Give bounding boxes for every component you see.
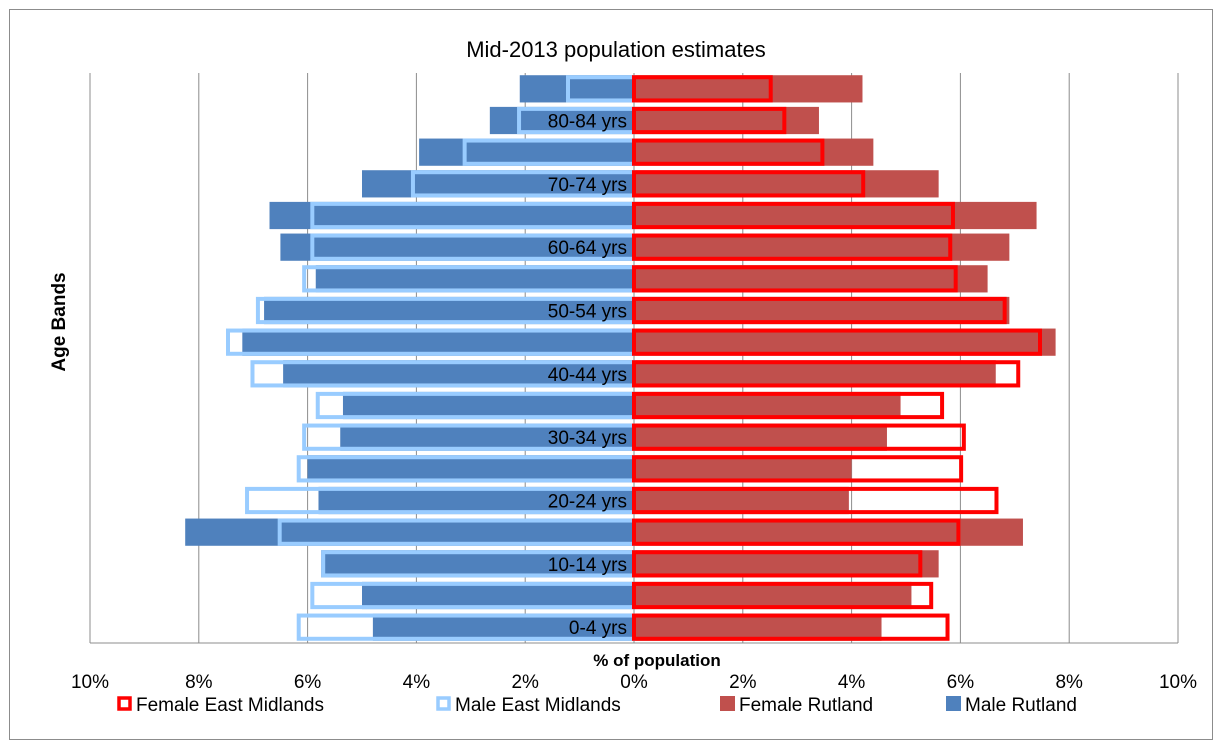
bar-left-filled bbox=[315, 265, 634, 293]
bar-left-filled bbox=[489, 106, 634, 135]
category-label: 60-64 yrs bbox=[548, 238, 627, 259]
bar-right-filled bbox=[634, 518, 1023, 546]
bar-right-filled bbox=[634, 106, 819, 135]
bar-left-filled bbox=[519, 75, 634, 103]
bar-left-filled bbox=[342, 391, 634, 420]
legend-swatch bbox=[117, 696, 132, 711]
category-label: 40-44 yrs bbox=[548, 365, 627, 386]
bar-right-outline bbox=[632, 170, 866, 198]
bar-left-filled bbox=[340, 423, 634, 451]
x-tick-label: 6% bbox=[294, 672, 322, 693]
bar-right-outline bbox=[632, 265, 958, 293]
x-tick-label: 8% bbox=[1055, 672, 1083, 693]
bar-left-filled bbox=[307, 455, 634, 483]
bar-right-outline bbox=[632, 613, 950, 641]
legend-label: Female Rutland bbox=[739, 695, 873, 716]
bar-right-outline bbox=[632, 518, 961, 546]
bar-right-outline bbox=[632, 455, 964, 483]
category-label: 30-34 yrs bbox=[548, 428, 627, 449]
bar-right-outline bbox=[632, 138, 825, 166]
legend-swatch bbox=[946, 696, 961, 711]
bar-right-filled bbox=[634, 455, 852, 483]
category-label: 50-54 yrs bbox=[548, 302, 627, 323]
bar-right-outline bbox=[632, 106, 787, 135]
bar-right-outline bbox=[632, 233, 953, 261]
x-tick-label: 4% bbox=[403, 672, 431, 693]
legend-swatch bbox=[720, 696, 735, 711]
bar-right-filled bbox=[634, 328, 1056, 356]
x-tick-label: 0% bbox=[620, 672, 648, 693]
chart-title: Mid-2013 population estimates bbox=[466, 37, 766, 62]
bar-right-filled bbox=[634, 233, 1010, 261]
legend-label: Male Rutland bbox=[965, 695, 1077, 716]
bar-right-outline bbox=[632, 75, 773, 103]
legend-swatch bbox=[436, 696, 451, 711]
bar-left-filled bbox=[185, 518, 634, 546]
bar-right-filled bbox=[634, 170, 939, 198]
bar-right-filled bbox=[634, 360, 996, 388]
x-tick-label: 2% bbox=[729, 672, 757, 693]
bar-left-filled bbox=[264, 296, 634, 325]
x-tick-label: 4% bbox=[838, 672, 866, 693]
bar-right-filled bbox=[634, 296, 1010, 325]
x-tick-label: 10% bbox=[1159, 672, 1197, 693]
bar-right-outline bbox=[632, 360, 1021, 388]
category-label: 20-24 yrs bbox=[548, 492, 627, 513]
bar-right-filled bbox=[634, 486, 849, 515]
bar-left-filled bbox=[280, 233, 634, 261]
y-axis-label: Age Bands bbox=[49, 272, 70, 371]
bar-left-filled bbox=[283, 360, 634, 388]
x-tick-label: 6% bbox=[947, 672, 975, 693]
bar-right-filled bbox=[634, 613, 882, 641]
x-tick-label: 2% bbox=[511, 672, 539, 693]
x-tick-label: 8% bbox=[185, 672, 213, 693]
bar-right-filled bbox=[634, 581, 912, 610]
bar-left-filled bbox=[419, 138, 634, 166]
bar-right-outline bbox=[632, 391, 945, 420]
bar-right-outline bbox=[632, 328, 1042, 356]
bar-right-filled bbox=[634, 138, 874, 166]
bar-right-outline bbox=[632, 423, 966, 451]
category-label: 80-84 yrs bbox=[548, 112, 627, 133]
bar-left-filled bbox=[318, 486, 634, 515]
bar-left-filled bbox=[242, 328, 634, 356]
bar-right-filled bbox=[634, 201, 1037, 230]
bar-right-outline bbox=[632, 581, 934, 610]
bar-right-outline bbox=[632, 550, 923, 578]
bar-right-filled bbox=[634, 550, 939, 578]
category-label: 0-4 yrs bbox=[569, 618, 627, 639]
bar-right-filled bbox=[634, 265, 988, 293]
bar-left-filled bbox=[269, 201, 634, 230]
bar-right-outline bbox=[632, 486, 999, 515]
bar-right-filled bbox=[634, 75, 863, 103]
x-tick-label: 10% bbox=[71, 672, 109, 693]
x-axis-label: % of population bbox=[593, 651, 720, 670]
bar-right-outline bbox=[632, 296, 1007, 325]
category-label: 10-14 yrs bbox=[548, 555, 627, 576]
bar-right-filled bbox=[634, 423, 887, 451]
legend-label: Female East Midlands bbox=[136, 695, 324, 716]
bar-left-filled bbox=[321, 550, 634, 578]
legend-label: Male East Midlands bbox=[455, 695, 621, 716]
bar-left-filled bbox=[372, 613, 634, 641]
bar-right-outline bbox=[632, 201, 955, 230]
bar-left-filled bbox=[362, 581, 634, 610]
bar-left-filled bbox=[362, 170, 634, 198]
category-label: 70-74 yrs bbox=[548, 175, 627, 196]
bar-right-filled bbox=[634, 391, 901, 420]
